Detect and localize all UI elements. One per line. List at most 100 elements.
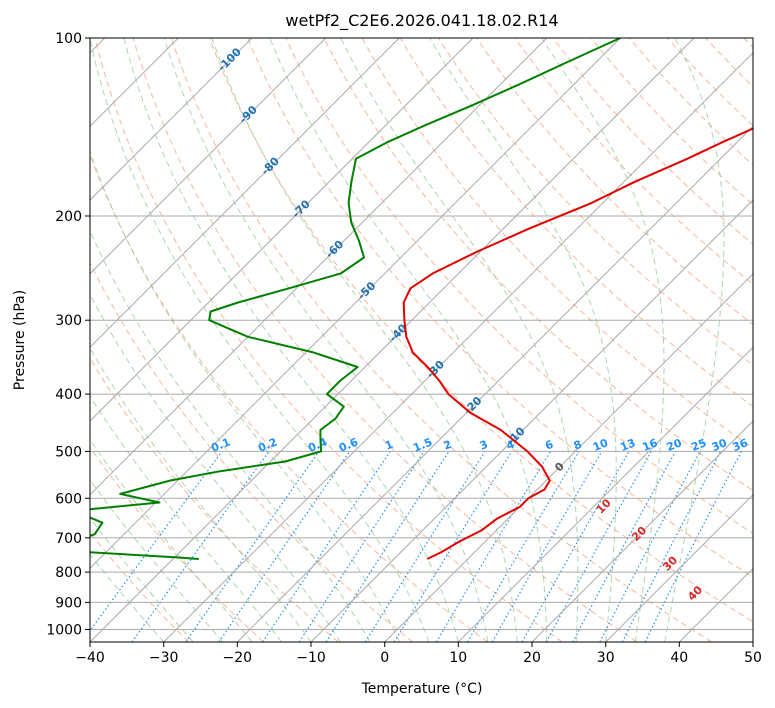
x-tick-label: 30 — [597, 650, 615, 666]
y-axis-label: Pressure (hPa) — [12, 290, 28, 390]
mixing-ratio-line — [131, 451, 270, 642]
mixing-ratio-line — [218, 451, 351, 642]
moist-adiabat — [90, 38, 430, 642]
mixing-ratio-line — [491, 451, 603, 642]
moist-adiabat — [211, 38, 518, 642]
x-tick-label: 10 — [449, 650, 467, 666]
mixing-ratio-label: 0.6 — [337, 435, 360, 454]
x-tick-label: −10 — [296, 650, 326, 666]
dry-adiabat — [667, 38, 753, 127]
dry-adiabat — [247, 38, 753, 578]
isotherm-line — [531, 420, 753, 642]
isotherm-line — [678, 567, 753, 642]
plot-axes: −40 −30 −20 −10 0 10 20 30 40 5010020030040050060… — [46, 31, 762, 666]
x-tick-label: −30 — [149, 650, 179, 666]
isotherm-line — [752, 641, 753, 642]
dry-adiabat — [476, 38, 753, 326]
x-tick-label: 20 — [523, 650, 541, 666]
moist-adiabat — [90, 150, 400, 642]
moist-adiabat — [90, 479, 223, 642]
y-tick-label: 300 — [55, 313, 82, 329]
isotherm-line — [90, 38, 621, 570]
isotherm-line — [384, 272, 753, 642]
isotherm-line — [163, 51, 753, 642]
isotherm-line — [90, 38, 548, 496]
plot-frame — [89, 37, 754, 643]
isotherm-line — [310, 199, 753, 642]
mixing-ratio-line — [298, 451, 425, 642]
mixing-ratio-label: 3 — [478, 438, 490, 453]
x-tick-label: −40 — [75, 650, 105, 666]
dry-adiabat-label: 10 — [594, 496, 614, 516]
moist-adiabat — [163, 38, 489, 642]
moist-adiabat — [340, 38, 579, 642]
mixing-ratio-label: 10 — [591, 436, 610, 454]
moist-adiabat — [269, 38, 548, 642]
isotherm-line — [457, 346, 753, 642]
x-axis-label: Temperature (°C) — [361, 681, 483, 697]
isotherm-line — [90, 38, 327, 275]
dry-adiabat — [323, 38, 753, 492]
y-tick-label: 200 — [55, 209, 82, 225]
mixing-ratio-line — [90, 451, 223, 632]
mixing-ratio-line — [435, 451, 552, 642]
mixing-ratio-line — [545, 451, 652, 642]
mixing-ratio-label: 20 — [665, 436, 684, 454]
mixing-ratio-label: 2 — [442, 438, 454, 453]
mixing-ratio-line — [572, 451, 677, 642]
dry-adiabat — [90, 357, 339, 642]
y-tick-label: 900 — [55, 595, 82, 611]
mixing-ratio-line — [262, 451, 391, 642]
plot-background-lines — [90, 38, 753, 642]
temperature-profile — [402, 127, 753, 560]
dry-adiabat — [590, 38, 753, 206]
mixing-ratio-line — [521, 451, 630, 642]
dry-adiabat — [628, 38, 753, 166]
y-tick-label: 100 — [55, 31, 82, 47]
x-tick-label: 50 — [744, 650, 762, 666]
y-tick-label: 700 — [55, 531, 82, 547]
mixing-ratio-label: 0.1 — [209, 435, 232, 454]
isotherm-line — [90, 38, 695, 642]
moist-adiabat — [90, 438, 253, 642]
mixing-ratio-label: 30 — [710, 436, 729, 454]
dry-adiabat — [90, 261, 414, 642]
mixing-ratio-label: 0.2 — [256, 435, 279, 454]
dry-adiabat — [743, 38, 753, 49]
mixing-ratio-line — [364, 451, 486, 642]
dry-adiabat — [90, 531, 190, 642]
x-tick-label: 0 — [380, 650, 389, 666]
dry-adiabat-label: 40 — [685, 583, 705, 603]
mixing-ratio-line — [599, 451, 701, 642]
y-tick-label: 500 — [55, 444, 82, 460]
moist-adiabat — [664, 38, 725, 642]
dry-adiabat-label: 20 — [629, 524, 649, 544]
moist-adiabat — [90, 553, 165, 642]
moist-adiabat — [90, 292, 341, 642]
y-tick-label: 400 — [55, 387, 82, 403]
x-tick-label: 40 — [670, 650, 688, 666]
dry-adiabat — [437, 38, 753, 366]
y-tick-label: 800 — [55, 565, 82, 581]
dewpoint-profile — [90, 38, 621, 560]
mixing-ratio-label: 8 — [572, 438, 584, 453]
moist-adiabat — [90, 229, 371, 642]
mixing-ratio-label: 1 — [383, 438, 395, 453]
moist-adiabat — [429, 38, 617, 642]
mixing-ratio-label: 13 — [618, 436, 637, 454]
moist-adiabat — [90, 517, 194, 642]
y-tick-label: 600 — [55, 491, 82, 507]
chart-title: wetPf2_C2E6.2026.041.18.02.R14 — [285, 11, 558, 31]
moist-adiabat — [541, 38, 665, 642]
mixing-ratio-label: 1.5 — [411, 435, 434, 454]
dry-adiabat — [209, 38, 753, 623]
isotherm-line — [236, 125, 753, 642]
dry-adiabat — [399, 38, 753, 408]
moist-adiabat — [123, 38, 459, 642]
dry-adiabat — [90, 446, 264, 642]
plot-data-lines — [90, 38, 753, 560]
isotherm-line — [90, 38, 474, 422]
isotherm-line — [605, 493, 753, 642]
